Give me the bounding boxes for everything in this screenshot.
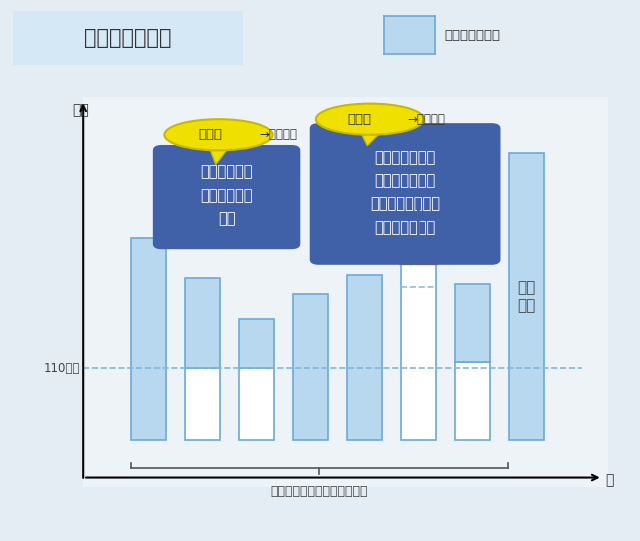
Text: 相続
財産: 相続 財産 <box>518 281 536 313</box>
Ellipse shape <box>164 119 273 150</box>
Bar <box>401 207 436 440</box>
Text: に相続税を課税: に相続税を課税 <box>445 29 500 42</box>
Bar <box>185 368 220 440</box>
Text: 年１１０万円
の基礎控除の
創設: 年１１０万円 の基礎控除の 創設 <box>200 164 253 227</box>
Text: !: ! <box>415 246 422 259</box>
Text: 年: 年 <box>605 474 614 487</box>
Text: 改正２: 改正２ <box>347 113 371 126</box>
Polygon shape <box>211 150 227 164</box>
FancyBboxPatch shape <box>154 146 300 248</box>
Bar <box>239 368 274 440</box>
Text: 改正１: 改正１ <box>198 128 222 141</box>
Bar <box>239 319 274 368</box>
Bar <box>347 275 382 440</box>
Bar <box>455 362 490 440</box>
Text: 土地又は建物が
被災した場合、
その土地又は建物
の価額を再計算: 土地又は建物が 被災した場合、 その土地又は建物 の価額を再計算 <box>370 150 440 235</box>
Text: 価額: 価額 <box>72 104 89 117</box>
Polygon shape <box>400 233 438 265</box>
Bar <box>293 294 328 440</box>
Text: 相続時精算課税選択後の贈与: 相続時精算課税選択後の贈与 <box>271 485 368 498</box>
Bar <box>509 154 545 440</box>
Bar <box>455 285 490 362</box>
Bar <box>131 237 166 440</box>
Ellipse shape <box>316 104 424 135</box>
FancyBboxPatch shape <box>310 124 500 264</box>
Bar <box>185 278 220 368</box>
Text: →３ページ: →３ページ <box>408 113 445 126</box>
Bar <box>401 207 436 214</box>
Text: →２ページ: →２ページ <box>259 128 297 141</box>
Polygon shape <box>362 135 378 146</box>
Text: 110万円: 110万円 <box>44 362 81 375</box>
Text: 相続時精算課税: 相続時精算課税 <box>84 28 172 48</box>
